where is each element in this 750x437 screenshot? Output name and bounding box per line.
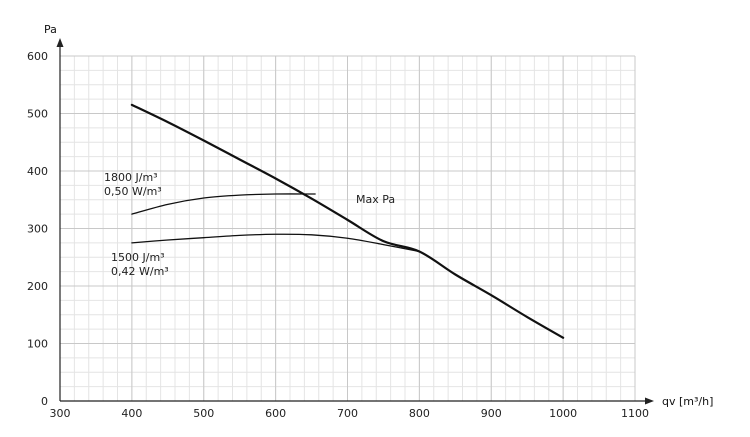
y-tick-label: 0 <box>41 395 48 408</box>
x-tick-label: 500 <box>193 407 214 420</box>
annotation-1500-line1: 1500 J/m³ <box>111 251 165 264</box>
annotation-max-pa: Max Pa <box>356 193 395 206</box>
y-tick-label: 400 <box>27 165 48 178</box>
x-tick-label: 700 <box>337 407 358 420</box>
y-tick-label: 300 <box>27 223 48 236</box>
x-tick-labels: 300 400 500 600 700 800 900 1000 1100 <box>50 407 650 420</box>
y-tick-label: 600 <box>27 50 48 63</box>
x-tick-label: 900 <box>481 407 502 420</box>
annotation-1800-line1: 1800 J/m³ <box>104 171 158 184</box>
x-tick-label: 400 <box>121 407 142 420</box>
y-tick-label: 500 <box>27 108 48 121</box>
annotation-1500-line2: 0,42 W/m³ <box>111 265 169 278</box>
y-axis-arrow <box>56 38 64 47</box>
x-tick-label: 1100 <box>621 407 649 420</box>
axes <box>56 38 654 405</box>
x-tick-label: 600 <box>265 407 286 420</box>
series-line-1800 <box>131 193 316 215</box>
annotation-1800-line2: 0,50 W/m³ <box>104 185 162 198</box>
y-axis-label: Pa <box>44 23 57 36</box>
x-axis-label: qv [m³/h] <box>662 395 713 408</box>
x-tick-label: 1000 <box>549 407 577 420</box>
y-tick-labels: 0 100 200 300 400 500 600 <box>27 50 48 408</box>
series-line-1500 <box>131 233 421 253</box>
x-tick-label: 800 <box>409 407 430 420</box>
y-tick-label: 100 <box>27 338 48 351</box>
y-tick-label: 200 <box>27 280 48 293</box>
series-line-max-pa <box>130 103 565 339</box>
x-tick-label: 300 <box>50 407 71 420</box>
x-axis-arrow <box>645 397 654 405</box>
major-gridlines <box>59 55 636 402</box>
series-lines <box>130 103 565 339</box>
